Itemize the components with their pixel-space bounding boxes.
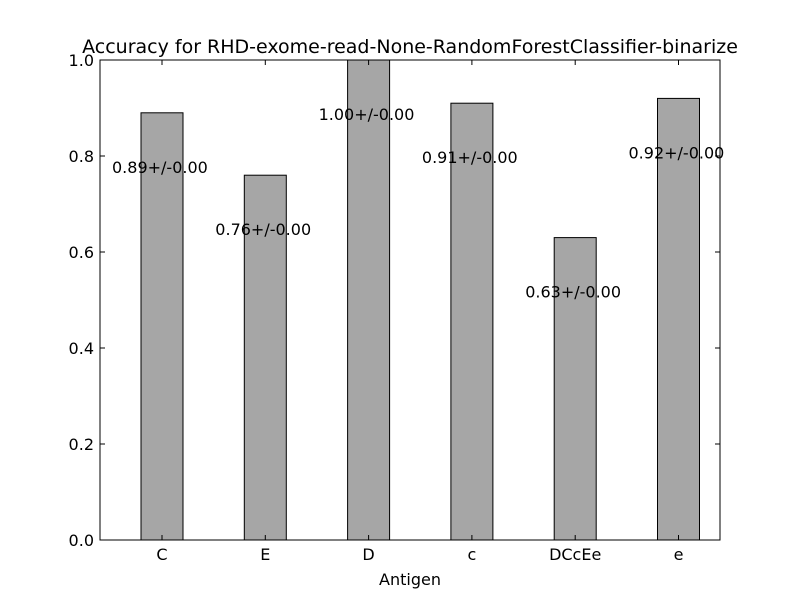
data-label-C: 0.89+/-0.00 [112,158,208,177]
x-tick-label: DCcEe [549,545,601,564]
x-tick-label: D [362,545,374,564]
bar-C [140,112,184,541]
x-tick-label: c [468,545,477,564]
data-label-e: 0.92+/-0.00 [629,143,725,162]
bar-D [347,59,391,541]
data-label-D: 1.00+/-0.00 [319,105,415,124]
y-tick-label: 0.6 [69,243,94,262]
chart-title: Accuracy for RHD-exome-read-None-RandomF… [82,36,738,58]
bars-group [140,59,700,541]
y-tick-label: 0.8 [69,147,94,166]
plot-frame [99,59,721,541]
x-axis-label: Antigen [379,570,441,589]
data-labels-group: 0.89+/-0.00 0.76+/-0.00 1.00+/-0.00 0.91+/-… [112,105,724,302]
x-tick-label: e [674,545,684,564]
x-tick-label: C [156,545,167,564]
y-tick-label: 0.0 [69,531,94,550]
y-tick-label: 1.0 [69,51,94,70]
bar-e [657,97,700,541]
data-label-E: 0.76+/-0.00 [215,220,311,239]
bar-E [243,174,287,541]
data-label-c: 0.91+/-0.00 [422,148,518,167]
y-axis-ticks: 0.0 0.2 0.4 0.6 0.8 1.0 [69,51,720,550]
y-tick-label: 0.4 [69,339,94,358]
x-tick-label: E [260,545,270,564]
bar-DCcEe [553,237,597,541]
data-label-DCcEe: 0.63+/-0.00 [525,283,621,302]
y-tick-label: 0.2 [69,435,94,454]
bar-c [450,102,494,541]
